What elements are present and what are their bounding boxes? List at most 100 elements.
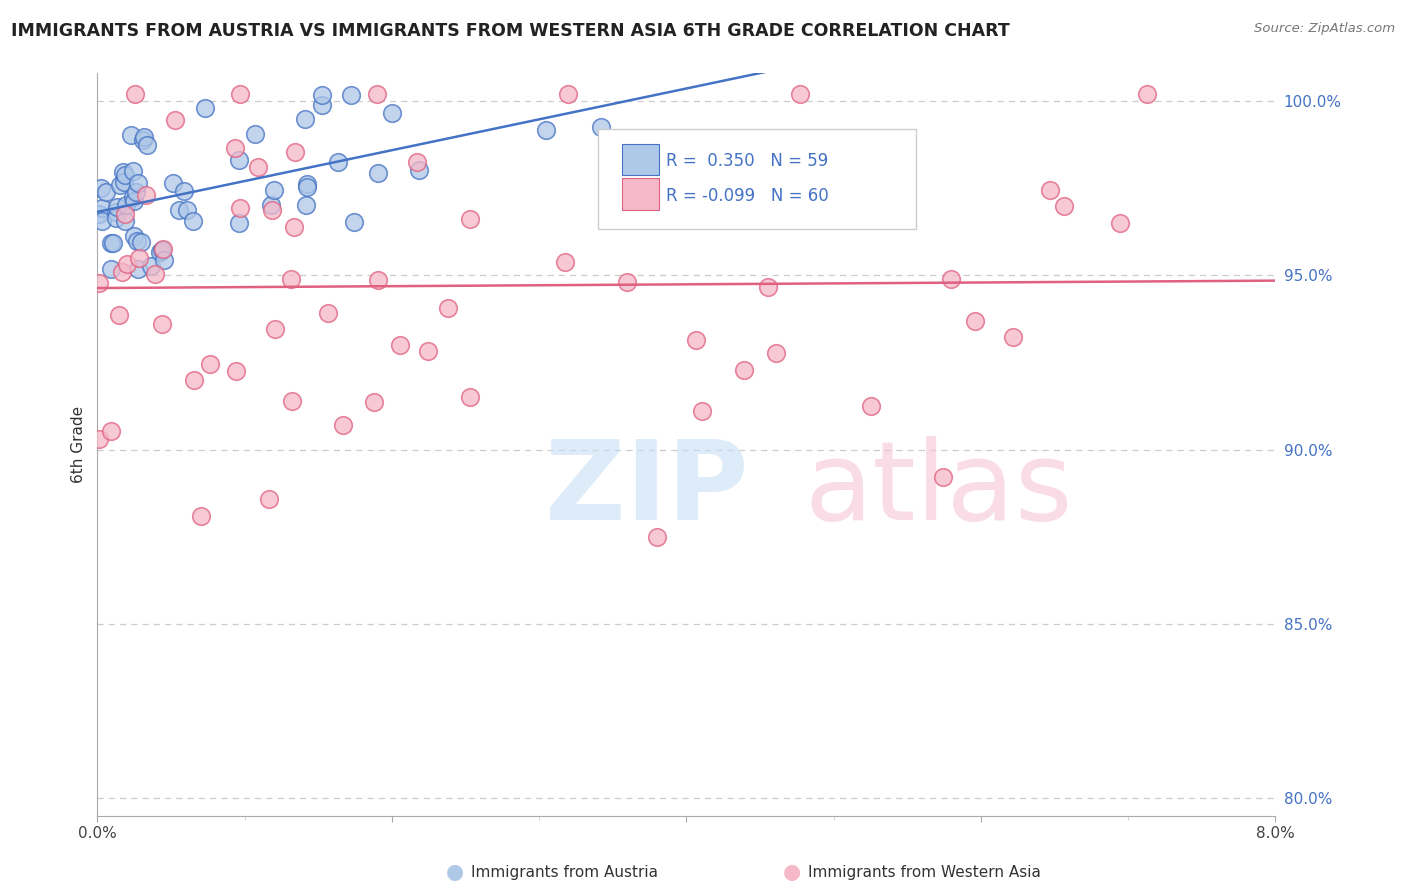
- Point: [311, 88, 333, 103]
- Point: [965, 314, 987, 328]
- Point: [225, 364, 247, 378]
- Point: [122, 194, 145, 208]
- Point: [1135, 87, 1157, 101]
- Point: [136, 137, 159, 152]
- Point: [91, 214, 114, 228]
- Point: [105, 200, 128, 214]
- Point: [143, 267, 166, 281]
- FancyBboxPatch shape: [598, 128, 917, 229]
- Point: [100, 236, 122, 251]
- Point: [460, 211, 482, 226]
- Point: [316, 306, 339, 320]
- Point: [294, 198, 316, 212]
- Point: [388, 337, 411, 351]
- Point: [153, 252, 176, 267]
- Point: [112, 175, 135, 189]
- Point: [343, 215, 366, 229]
- Point: [263, 322, 285, 336]
- Text: R =  0.350   N = 59: R = 0.350 N = 59: [666, 152, 828, 169]
- Point: [124, 228, 146, 243]
- Point: [366, 87, 388, 101]
- Text: ●: ●: [446, 863, 464, 882]
- Point: [134, 130, 156, 145]
- Point: [114, 213, 136, 227]
- Point: [280, 271, 302, 285]
- Point: [284, 145, 307, 159]
- Point: [135, 188, 157, 202]
- Point: [1053, 199, 1076, 213]
- Point: [163, 113, 186, 128]
- Point: [176, 202, 198, 217]
- Y-axis label: 6th Grade: 6th Grade: [72, 406, 86, 483]
- Point: [114, 168, 136, 182]
- Point: [260, 203, 283, 218]
- Point: [536, 123, 558, 137]
- Point: [115, 257, 138, 271]
- Point: [326, 154, 349, 169]
- Point: [297, 179, 319, 194]
- Point: [104, 204, 127, 219]
- Point: [721, 205, 744, 219]
- FancyBboxPatch shape: [621, 144, 659, 175]
- Point: [152, 244, 174, 258]
- Point: [557, 87, 579, 101]
- Point: [121, 163, 143, 178]
- Point: [129, 235, 152, 249]
- Point: [1001, 330, 1024, 344]
- Point: [124, 185, 146, 199]
- Point: [363, 395, 385, 409]
- Point: [101, 235, 124, 250]
- Point: [114, 197, 136, 211]
- Point: [193, 101, 215, 115]
- Point: [381, 106, 404, 120]
- Point: [100, 425, 122, 439]
- Point: [939, 272, 962, 286]
- Point: [437, 301, 460, 315]
- Text: atlas: atlas: [804, 435, 1073, 542]
- Point: [105, 211, 128, 225]
- Point: [87, 276, 110, 290]
- Point: [243, 127, 266, 141]
- Point: [120, 128, 142, 142]
- Text: Source: ZipAtlas.com: Source: ZipAtlas.com: [1254, 22, 1395, 36]
- Point: [190, 509, 212, 524]
- Point: [690, 404, 713, 418]
- Point: [90, 181, 112, 195]
- Point: [589, 120, 612, 135]
- Point: [616, 275, 638, 289]
- Text: Immigrants from Western Asia: Immigrants from Western Asia: [808, 865, 1042, 880]
- Point: [283, 219, 305, 234]
- Point: [1109, 216, 1132, 230]
- Point: [733, 363, 755, 377]
- Point: [229, 87, 252, 101]
- FancyBboxPatch shape: [621, 178, 659, 210]
- Point: [224, 141, 246, 155]
- Point: [198, 357, 221, 371]
- Point: [173, 184, 195, 198]
- Point: [367, 166, 389, 180]
- Point: [100, 262, 122, 277]
- Point: [458, 391, 481, 405]
- Point: [311, 98, 333, 112]
- Point: [932, 470, 955, 484]
- Point: [263, 183, 285, 197]
- Point: [367, 273, 389, 287]
- Text: R = -0.099   N = 60: R = -0.099 N = 60: [666, 186, 830, 204]
- Point: [339, 87, 361, 102]
- Point: [756, 280, 779, 294]
- Point: [228, 153, 250, 167]
- Point: [87, 207, 110, 221]
- Point: [167, 203, 190, 218]
- Point: [127, 262, 149, 277]
- Point: [111, 265, 134, 279]
- Text: IMMIGRANTS FROM AUSTRIA VS IMMIGRANTS FROM WESTERN ASIA 6TH GRADE CORRELATION CH: IMMIGRANTS FROM AUSTRIA VS IMMIGRANTS FR…: [11, 22, 1010, 40]
- Point: [122, 190, 145, 204]
- Point: [108, 178, 131, 193]
- Point: [181, 213, 204, 227]
- Point: [859, 399, 882, 413]
- Point: [260, 198, 283, 212]
- Point: [132, 133, 155, 147]
- Point: [128, 251, 150, 265]
- Point: [152, 242, 174, 256]
- Point: [141, 259, 163, 273]
